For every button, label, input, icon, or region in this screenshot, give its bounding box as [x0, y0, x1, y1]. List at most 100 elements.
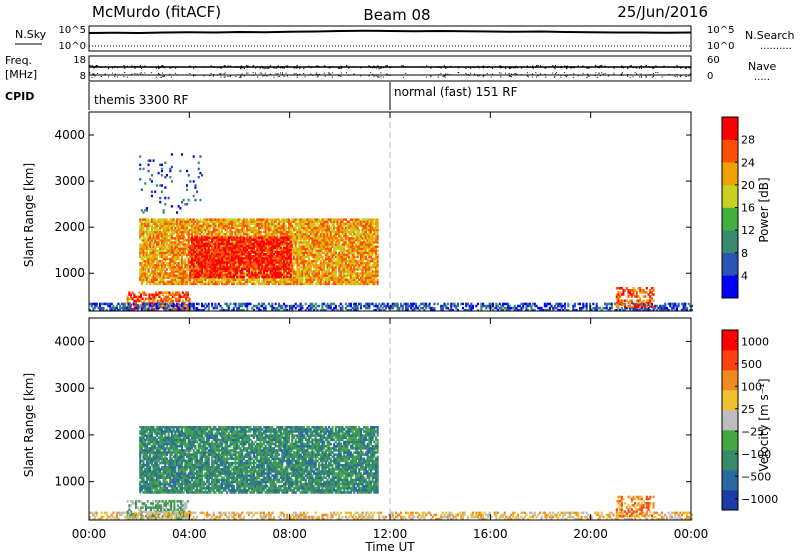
range-cell — [271, 241, 274, 244]
range-cell — [321, 224, 324, 228]
range-cell — [346, 251, 349, 255]
range-cell — [214, 246, 217, 250]
range-cell — [237, 261, 240, 264]
range-cell — [189, 255, 192, 258]
range-cell — [351, 261, 354, 265]
range-cell — [159, 268, 162, 271]
range-cell — [281, 218, 284, 221]
range-cell — [239, 261, 242, 264]
range-cell — [374, 276, 377, 279]
range-cell — [229, 246, 232, 250]
range-cell — [326, 224, 329, 228]
range-cell — [197, 273, 200, 277]
range-cell — [196, 232, 199, 236]
nave-mark — [230, 75, 232, 77]
range-cell — [363, 249, 366, 252]
range-cell — [202, 242, 205, 246]
range-cell — [144, 222, 147, 226]
range-cell — [354, 268, 357, 271]
range-cell — [186, 268, 189, 271]
nave-mark — [505, 72, 506, 74]
range-cell — [160, 249, 163, 252]
range-cell — [326, 274, 329, 277]
range-cell — [284, 232, 287, 236]
range-cell — [182, 222, 185, 226]
range-cell — [207, 266, 210, 269]
range-cell — [266, 272, 269, 275]
range-cell — [219, 236, 222, 239]
range-cell — [364, 282, 367, 286]
range-cell — [242, 220, 245, 223]
range-cell — [222, 282, 225, 286]
nave-mark — [653, 72, 655, 74]
range-cell — [219, 232, 222, 236]
range-cell — [254, 224, 257, 228]
range-cell — [251, 220, 254, 223]
range-cell — [369, 272, 372, 275]
range-cell — [313, 224, 316, 228]
range-cell — [154, 255, 157, 259]
range-cell — [298, 241, 301, 244]
range-cell — [364, 274, 367, 277]
range-cell — [373, 280, 376, 284]
range-cell — [224, 267, 227, 270]
range-cell — [348, 264, 351, 267]
range-cell — [222, 276, 225, 279]
range-cell — [212, 261, 215, 264]
range-cell — [204, 238, 207, 241]
range-cell — [226, 253, 229, 256]
range-cell — [276, 235, 279, 238]
range-cell — [351, 278, 354, 281]
range-cell — [358, 249, 361, 252]
range-cell — [261, 222, 264, 226]
freq-mark — [552, 65, 554, 67]
range-cell — [221, 236, 224, 239]
range-cell — [184, 264, 187, 267]
range-cell — [311, 230, 314, 234]
range-cell — [349, 247, 352, 250]
range-cell — [147, 218, 150, 221]
range-cell — [254, 228, 257, 232]
nave-mark — [331, 76, 333, 78]
range-cell — [191, 269, 194, 272]
range-cell — [177, 261, 180, 265]
range-cell — [237, 246, 240, 250]
range-cell — [226, 257, 229, 260]
range-cell — [145, 259, 148, 263]
range-cell — [326, 270, 329, 273]
range-cell — [211, 246, 214, 250]
range-cell — [140, 251, 143, 255]
range-cell — [144, 276, 147, 279]
range-cell — [326, 264, 329, 267]
range-cell — [366, 257, 369, 261]
range-cell — [304, 278, 307, 281]
range-cell — [324, 257, 327, 261]
range-cell — [217, 255, 220, 258]
range-cell — [308, 251, 311, 255]
range-cell — [157, 232, 160, 236]
range-cell — [184, 282, 187, 286]
range-cell — [311, 272, 314, 275]
range-cell — [318, 276, 321, 279]
range-cell — [354, 278, 357, 281]
range-cell — [256, 224, 259, 228]
range-cell — [323, 220, 326, 223]
range-cell — [331, 220, 334, 223]
range-cell — [212, 253, 215, 256]
range-cell — [313, 276, 316, 279]
range-cell — [293, 270, 296, 273]
range-cell — [291, 276, 294, 279]
nave-mark — [264, 72, 266, 74]
range-cell — [174, 257, 177, 261]
range-cell — [194, 273, 197, 277]
range-cell — [149, 245, 152, 248]
range-cell — [176, 276, 179, 279]
range-cell — [368, 232, 371, 236]
range-cell — [192, 226, 195, 230]
range-cell — [149, 261, 152, 265]
range-cell — [150, 253, 153, 257]
range-cell — [319, 235, 322, 238]
range-cell — [176, 220, 179, 223]
range-cell — [176, 257, 179, 261]
range-cell — [155, 255, 158, 259]
